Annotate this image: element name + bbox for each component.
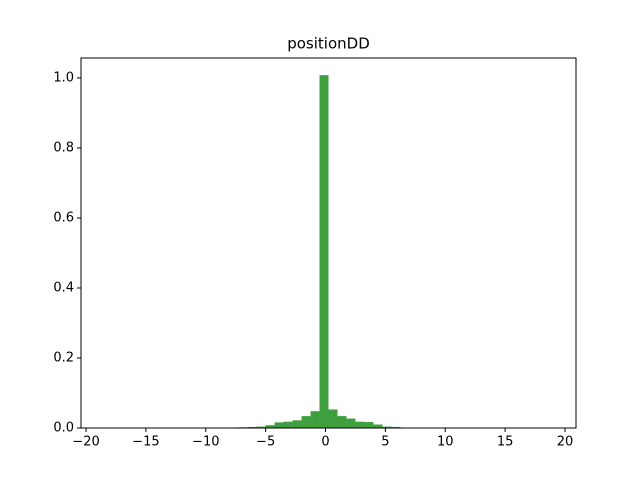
chart-title: positionDD (287, 35, 370, 53)
bar (292, 420, 302, 428)
axes-frame (80, 57, 577, 429)
y-tick-label: 0.2 (53, 350, 74, 365)
bar (328, 409, 338, 428)
bar (364, 422, 374, 428)
y-tick-label: 0.8 (53, 140, 74, 155)
bar (355, 421, 365, 428)
bar (373, 424, 383, 428)
x-tick-label: −10 (192, 435, 219, 450)
x-tick-label: 5 (381, 435, 389, 450)
bar (310, 411, 320, 428)
bar (346, 418, 356, 428)
bar (274, 422, 284, 428)
bar (256, 426, 266, 428)
bar (337, 416, 347, 428)
plot-area (229, 75, 410, 429)
bar (265, 425, 275, 428)
y-tick-label: 0.4 (53, 280, 74, 295)
y-tick-label: 1.0 (53, 70, 74, 85)
x-tick-label: 10 (437, 435, 454, 450)
bar (247, 426, 257, 428)
bar (391, 426, 401, 428)
bar (283, 421, 293, 428)
x-tick-label: 0 (321, 435, 329, 450)
y-tick-label: 0.6 (53, 210, 74, 225)
bar (301, 416, 311, 428)
y-tick-label: 0.0 (53, 421, 74, 436)
bar (382, 426, 392, 428)
x-tick-label: −5 (256, 435, 275, 450)
x-tick-label: 15 (497, 435, 514, 450)
bar (319, 75, 329, 429)
x-tick-label: −20 (72, 435, 99, 450)
x-tick-label: 20 (557, 435, 574, 450)
x-tick-label: −15 (132, 435, 159, 450)
